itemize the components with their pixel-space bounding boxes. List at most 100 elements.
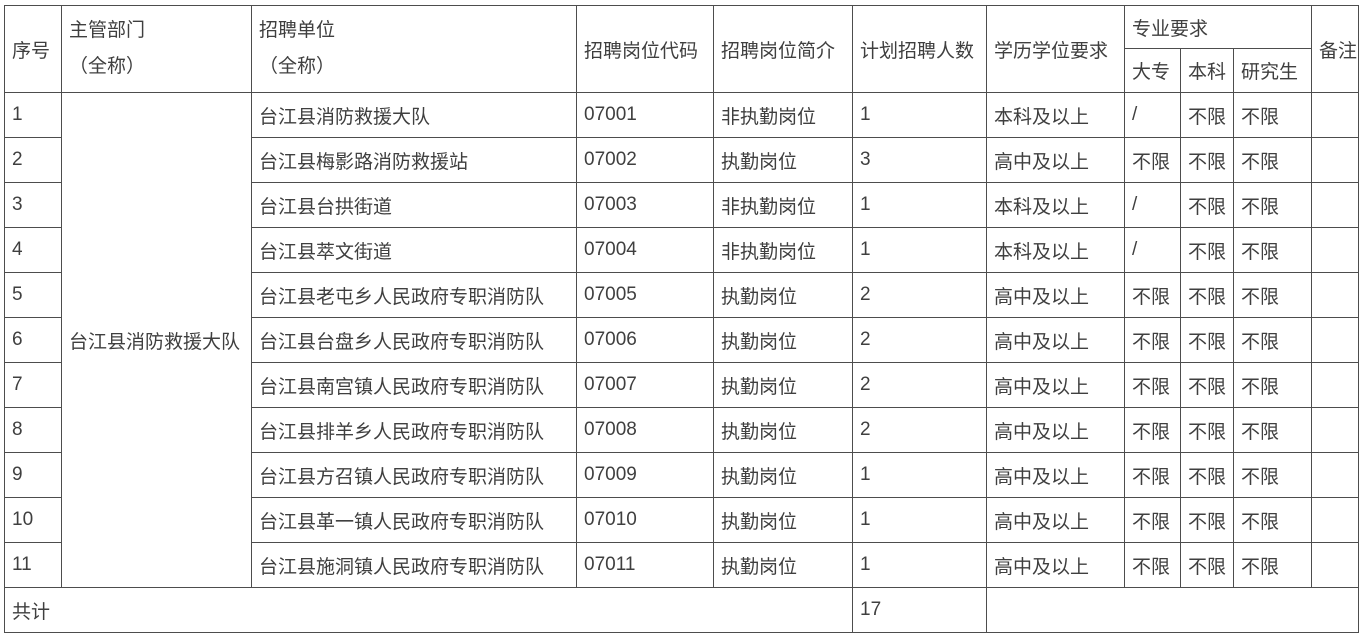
cell-remark: [1311, 137, 1360, 183]
cell-intro: 执勤岗位: [713, 362, 853, 408]
header-department-line1: 主管部门: [69, 20, 146, 41]
cell-major-yanjiusheng: 不限: [1232, 362, 1313, 408]
cell-serial: 3: [4, 182, 62, 228]
cell-major-benke: 不限: [1180, 362, 1234, 408]
cell-intro: 执勤岗位: [713, 452, 853, 498]
cell-serial: 2: [4, 137, 62, 183]
table-row: 11 台江县施洞镇人民政府专职消防队 07011 执勤岗位 1 高中及以上 不限…: [4, 542, 1360, 588]
cell-serial: 11: [4, 542, 62, 588]
cell-remark: [1311, 317, 1360, 363]
cell-intro: 执勤岗位: [713, 272, 853, 318]
cell-major-benke: 不限: [1180, 137, 1234, 183]
cell-remark: [1311, 272, 1360, 318]
cell-count: 2: [852, 362, 987, 408]
cell-department: 台江县消防救援大队: [61, 92, 252, 588]
cell-count: 2: [852, 317, 987, 363]
cell-unit: 台江县方召镇人民政府专职消防队: [251, 452, 577, 498]
header-unit: 招聘单位 （全称）: [251, 5, 577, 93]
cell-major-yanjiusheng: 不限: [1232, 227, 1313, 273]
cell-intro: 执勤岗位: [713, 407, 853, 453]
cell-code: 07011: [576, 542, 714, 588]
table-row: 6 台江县台盘乡人民政府专职消防队 07006 执勤岗位 2 高中及以上 不限 …: [4, 317, 1360, 363]
cell-serial: 4: [4, 227, 62, 273]
header-department: 主管部门 （全称）: [61, 5, 252, 93]
cell-unit: 台江县消防救援大队: [251, 92, 577, 138]
header-unit-line2: （全称）: [259, 56, 336, 77]
cell-count: 1: [852, 497, 987, 543]
header-education: 学历学位要求: [986, 5, 1125, 93]
table-row: 8 台江县排羊乡人民政府专职消防队 07008 执勤岗位 2 高中及以上 不限 …: [4, 407, 1360, 453]
cell-count: 2: [852, 272, 987, 318]
cell-education: 高中及以上: [986, 542, 1125, 588]
cell-major-yanjiusheng: 不限: [1232, 542, 1313, 588]
cell-major-yanjiusheng: 不限: [1232, 452, 1313, 498]
cell-education: 高中及以上: [986, 272, 1125, 318]
cell-count: 1: [852, 227, 987, 273]
cell-major-benke: 不限: [1180, 92, 1234, 138]
cell-unit: 台江县台盘乡人民政府专职消防队: [251, 317, 577, 363]
cell-unit: 台江县台拱街道: [251, 182, 577, 228]
cell-count: 1: [852, 182, 987, 228]
cell-remark: [1311, 227, 1360, 273]
cell-major-yanjiusheng: 不限: [1232, 407, 1313, 453]
header-department-line2: （全称）: [69, 56, 146, 77]
header-remark: 备注: [1311, 5, 1360, 93]
cell-intro: 执勤岗位: [713, 137, 853, 183]
cell-code: 07006: [576, 317, 714, 363]
header-major-dazhuan: 大专: [1124, 48, 1181, 93]
cell-serial: 8: [4, 407, 62, 453]
cell-code: 07004: [576, 227, 714, 273]
cell-intro: 非执勤岗位: [713, 227, 853, 273]
cell-major-benke: 不限: [1180, 272, 1234, 318]
cell-education: 本科及以上: [986, 227, 1125, 273]
cell-major-dazhuan: 不限: [1124, 362, 1181, 408]
cell-major-dazhuan: 不限: [1124, 317, 1181, 363]
cell-education: 高中及以上: [986, 137, 1125, 183]
cell-count: 1: [852, 542, 987, 588]
header-major-yanjiusheng: 研究生: [1232, 48, 1313, 93]
cell-education: 高中及以上: [986, 317, 1125, 363]
total-label-cell: 共计: [4, 587, 853, 633]
cell-code: 07002: [576, 137, 714, 183]
cell-major-benke: 不限: [1180, 317, 1234, 363]
cell-major-dazhuan: 不限: [1124, 542, 1181, 588]
header-major-group: 专业要求: [1123, 5, 1313, 49]
cell-unit: 台江县梅影路消防救援站: [251, 137, 577, 183]
cell-intro: 执勤岗位: [713, 317, 853, 363]
cell-serial: 5: [4, 272, 62, 318]
cell-count: 1: [852, 92, 987, 138]
header-count: 计划招聘人数: [852, 5, 987, 93]
cell-major-dazhuan: /: [1124, 227, 1181, 273]
cell-major-benke: 不限: [1180, 497, 1234, 543]
cell-count: 2: [852, 407, 987, 453]
table-row: 2 台江县梅影路消防救援站 07002 执勤岗位 3 高中及以上 不限 不限 不…: [4, 137, 1360, 183]
cell-major-yanjiusheng: 不限: [1232, 272, 1313, 318]
cell-unit: 台江县施洞镇人民政府专职消防队: [251, 542, 577, 588]
cell-intro: 执勤岗位: [713, 497, 853, 543]
cell-remark: [1311, 182, 1360, 228]
cell-major-dazhuan: 不限: [1124, 272, 1181, 318]
cell-serial: 7: [4, 362, 62, 408]
cell-major-dazhuan: 不限: [1124, 497, 1181, 543]
cell-major-yanjiusheng: 不限: [1232, 92, 1313, 138]
cell-major-yanjiusheng: 不限: [1232, 137, 1313, 183]
cell-major-dazhuan: 不限: [1124, 452, 1181, 498]
header-major-benke: 本科: [1180, 48, 1234, 93]
cell-major-dazhuan: /: [1124, 182, 1181, 228]
cell-education: 高中及以上: [986, 362, 1125, 408]
total-row: 共计 17: [4, 587, 1360, 633]
cell-education: 本科及以上: [986, 182, 1125, 228]
cell-code: 07001: [576, 92, 714, 138]
cell-count: 1: [852, 452, 987, 498]
header-serial: 序号: [4, 5, 62, 93]
cell-major-dazhuan: 不限: [1124, 137, 1181, 183]
header-intro: 招聘岗位简介: [713, 5, 853, 93]
header-unit-line1: 招聘单位: [259, 20, 336, 41]
cell-remark: [1311, 407, 1360, 453]
cell-intro: 执勤岗位: [713, 542, 853, 588]
header-row-2: 大专 本科 研究生: [5, 48, 1359, 93]
cell-major-benke: 不限: [1180, 452, 1234, 498]
table-row: 4 台江县萃文街道 07004 非执勤岗位 1 本科及以上 / 不限 不限: [4, 227, 1360, 273]
recruitment-table: 序号 主管部门 （全称） 招聘单位 （全称） 招聘岗位代码 招聘岗位简介 计划招…: [4, 5, 1360, 633]
table-row: 9 台江县方召镇人民政府专职消防队 07009 执勤岗位 1 高中及以上 不限 …: [4, 452, 1360, 498]
